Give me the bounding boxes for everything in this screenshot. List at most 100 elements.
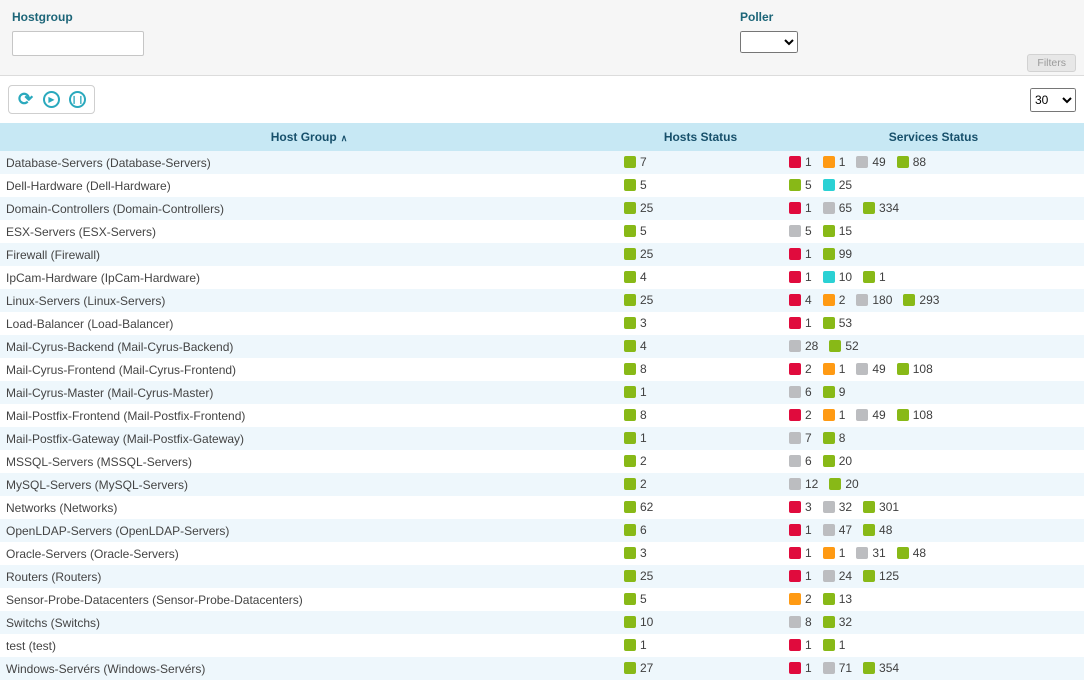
host-group-name[interactable]: IpCam-Hardware (IpCam-Hardware) <box>6 270 201 285</box>
host-group-name[interactable]: Networks (Networks) <box>6 500 118 515</box>
host-group-name[interactable]: Mail-Postfix-Gateway (Mail-Postfix-Gatew… <box>6 431 245 446</box>
unknown-square-icon <box>856 546 869 559</box>
table-row: OpenLDAP-Servers (OpenLDAP-Servers) 6 1 4… <box>0 519 1084 542</box>
table-row: Mail-Cyrus-Backend (Mail-Cyrus-Backend) … <box>0 335 1084 358</box>
host-group-name[interactable]: Sensor-Probe-Datacenters (Sensor-Probe-D… <box>6 592 303 607</box>
services-status-cell: 4 2 180 293 <box>783 289 1084 312</box>
status-badge-ok: 5 <box>624 224 647 238</box>
host-group-name[interactable]: Oracle-Servers (Oracle-Servers) <box>6 546 179 561</box>
host-group-name-cell: Mail-Cyrus-Master (Mail-Cyrus-Master) <box>0 381 618 404</box>
status-badge-ok: 1 <box>822 638 845 652</box>
host-group-name[interactable]: Linux-Servers (Linux-Servers) <box>6 293 166 308</box>
host-group-name[interactable]: Mail-Cyrus-Frontend (Mail-Cyrus-Frontend… <box>6 362 237 377</box>
status-badge-critical: 1 <box>789 661 812 675</box>
pause-button[interactable]: ❙❙ <box>68 90 87 109</box>
status-badge-unknown: 6 <box>789 454 812 468</box>
status-badge-unknown: 12 <box>789 477 818 491</box>
host-group-name[interactable]: test (test) <box>6 638 57 653</box>
table-row: Load-Balancer (Load-Balancer) 3 1 53 <box>0 312 1084 335</box>
status-count: 6 <box>805 453 812 468</box>
ok-square-icon <box>624 293 636 306</box>
unknown-square-icon <box>789 615 801 628</box>
status-badge-critical: 1 <box>789 201 812 215</box>
table-row: Mail-Postfix-Frontend (Mail-Postfix-Fron… <box>0 404 1084 427</box>
status-count: 1 <box>805 154 812 169</box>
host-group-name-cell: Windows-Servérs (Windows-Servérs) <box>0 657 618 680</box>
host-group-name[interactable]: Routers (Routers) <box>6 569 102 584</box>
hosts-status-cell: 10 <box>618 611 783 634</box>
ok-square-icon <box>896 155 909 168</box>
critical-square-icon <box>789 661 801 674</box>
status-badge-ok: 7 <box>624 155 647 169</box>
host-group-name[interactable]: Mail-Cyrus-Master (Mail-Cyrus-Master) <box>6 385 214 400</box>
status-badge-ok: 10 <box>624 615 653 629</box>
table-row: MySQL-Servers (MySQL-Servers) 2 12 20 <box>0 473 1084 496</box>
ok-square-icon <box>624 385 636 398</box>
status-count: 108 <box>912 361 933 376</box>
host-group-name[interactable]: Load-Balancer (Load-Balancer) <box>6 316 174 331</box>
host-group-name[interactable]: MSSQL-Servers (MSSQL-Servers) <box>6 454 193 469</box>
status-badge-unknown: 5 <box>789 224 812 238</box>
ok-square-icon <box>822 316 835 329</box>
status-badge-ok: 5 <box>624 592 647 606</box>
host-group-name[interactable]: Windows-Servérs (Windows-Servérs) <box>6 661 206 676</box>
page-size-select[interactable]: 30 <box>1030 87 1076 112</box>
status-count: 8 <box>838 430 846 445</box>
play-button[interactable]: ▶ <box>42 90 61 109</box>
status-badge-ok: 25 <box>624 569 653 583</box>
host-group-name[interactable]: OpenLDAP-Servers (OpenLDAP-Servers) <box>6 523 230 538</box>
host-group-name[interactable]: Firewall (Firewall) <box>6 247 101 262</box>
status-count: 3 <box>640 315 647 330</box>
unknown-square-icon <box>789 477 801 490</box>
status-badge-warning: 1 <box>822 546 845 560</box>
warning-square-icon <box>789 592 801 605</box>
host-group-name[interactable]: Switchs (Switchs) <box>6 615 101 630</box>
sort-asc-icon: ∧ <box>340 133 348 143</box>
status-count: 4 <box>805 292 812 307</box>
critical-square-icon <box>789 155 801 168</box>
header-host-group[interactable]: Host Group ∧ <box>0 123 618 151</box>
host-group-name[interactable]: Dell-Hardware (Dell-Hardware) <box>6 178 171 193</box>
host-group-name-cell: Linux-Servers (Linux-Servers) <box>0 289 618 312</box>
critical-square-icon <box>789 293 801 306</box>
status-count: 1 <box>805 637 812 652</box>
host-group-name-cell: MSSQL-Servers (MSSQL-Servers) <box>0 450 618 473</box>
host-group-name[interactable]: Domain-Controllers (Domain-Controllers) <box>6 201 225 216</box>
header-services-status[interactable]: Services Status <box>783 123 1084 151</box>
host-group-name[interactable]: MySQL-Servers (MySQL-Servers) <box>6 477 189 492</box>
host-group-name-cell: ESX-Servers (ESX-Servers) <box>0 220 618 243</box>
services-status-cell: 1 24 125 <box>783 565 1084 588</box>
poller-select[interactable] <box>740 31 798 53</box>
header-host-group-label: Host Group <box>270 130 337 144</box>
pause-icon: ❙❙ <box>69 91 86 108</box>
hosts-status-cell: 4 <box>618 335 783 358</box>
host-group-name[interactable]: Mail-Cyrus-Backend (Mail-Cyrus-Backend) <box>6 339 234 354</box>
status-badge-critical: 1 <box>789 638 812 652</box>
status-badge-critical: 2 <box>789 362 812 376</box>
status-count: 5 <box>640 177 647 192</box>
status-count: 4 <box>640 269 647 284</box>
ok-square-icon <box>624 362 636 375</box>
status-count: 1 <box>640 384 647 399</box>
status-count: 1 <box>640 430 647 445</box>
filters-button[interactable]: Filters <box>1027 54 1076 72</box>
host-group-name[interactable]: Database-Servers (Database-Servers) <box>6 155 211 170</box>
status-badge-unknown: 49 <box>856 408 886 422</box>
status-badge-ok: 52 <box>829 339 859 353</box>
host-group-name[interactable]: Mail-Postfix-Frontend (Mail-Postfix-Fron… <box>6 408 246 423</box>
header-hosts-status[interactable]: Hosts Status <box>618 123 783 151</box>
table-row: Oracle-Servers (Oracle-Servers) 3 1 1 31 48 <box>0 542 1084 565</box>
status-count: 32 <box>838 499 853 514</box>
refresh-button[interactable]: ⟳ <box>16 90 35 109</box>
hostgroup-input[interactable] <box>12 31 144 56</box>
status-count: 1 <box>640 637 647 652</box>
table-row: IpCam-Hardware (IpCam-Hardware) 4 1 10 1 <box>0 266 1084 289</box>
hosts-status-cell: 2 <box>618 473 783 496</box>
ok-square-icon <box>822 224 835 237</box>
host-group-name[interactable]: ESX-Servers (ESX-Servers) <box>6 224 157 239</box>
table-row: Dell-Hardware (Dell-Hardware) 5 5 25 <box>0 174 1084 197</box>
status-badge-unknown: 24 <box>822 569 852 583</box>
